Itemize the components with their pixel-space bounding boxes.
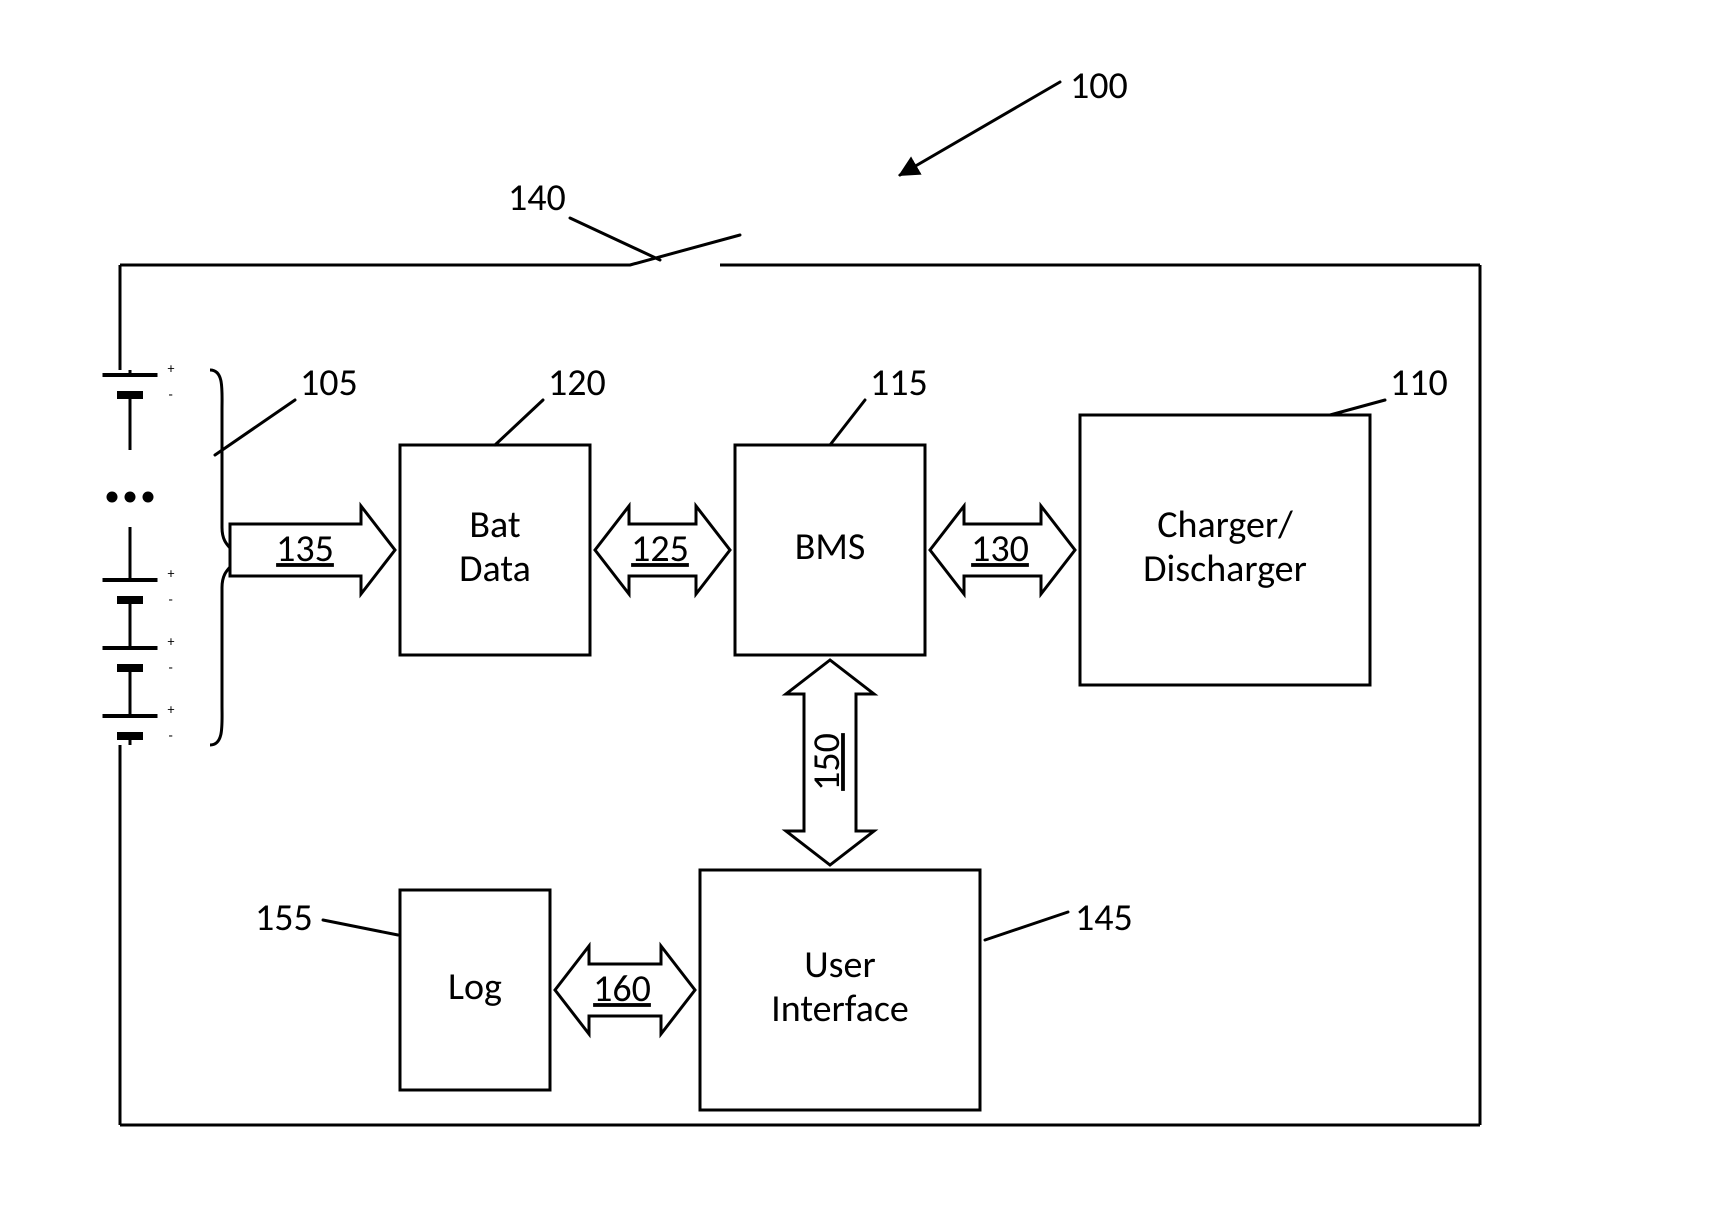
ref-155: 155: [255, 895, 313, 941]
ref-105: 105: [300, 360, 358, 406]
ref-145: 145: [1075, 895, 1133, 941]
bat_data-label: Data: [459, 546, 531, 592]
svg-text:-: -: [169, 659, 173, 676]
svg-text:+: +: [168, 565, 175, 582]
arrow-label-160: 160: [593, 966, 651, 1012]
svg-text:+: +: [168, 701, 175, 718]
svg-text:+: +: [168, 633, 175, 650]
arrow-label-150: 150: [804, 733, 850, 791]
charger-label: Charger/: [1157, 502, 1293, 548]
ui-label: User: [804, 942, 875, 988]
ref-140: 140: [508, 175, 566, 221]
svg-text:+: +: [168, 360, 175, 377]
ref-115: 115: [870, 360, 928, 406]
arrow-label-130: 130: [971, 526, 1029, 572]
svg-text:-: -: [169, 591, 173, 608]
svg-text:-: -: [169, 727, 173, 744]
svg-text:-: -: [169, 386, 173, 403]
ref-100: 100: [1070, 63, 1128, 109]
ui-label: Interface: [771, 986, 909, 1032]
arrow-label-135: 135: [276, 526, 334, 572]
ref-120: 120: [548, 360, 606, 406]
bms-label: BMS: [795, 524, 866, 570]
bat_data-label: Bat: [469, 502, 521, 548]
ref-110: 110: [1390, 360, 1448, 406]
log-label: Log: [448, 964, 502, 1010]
charger-label: Discharger: [1143, 546, 1307, 592]
arrow-label-125: 125: [631, 526, 689, 572]
